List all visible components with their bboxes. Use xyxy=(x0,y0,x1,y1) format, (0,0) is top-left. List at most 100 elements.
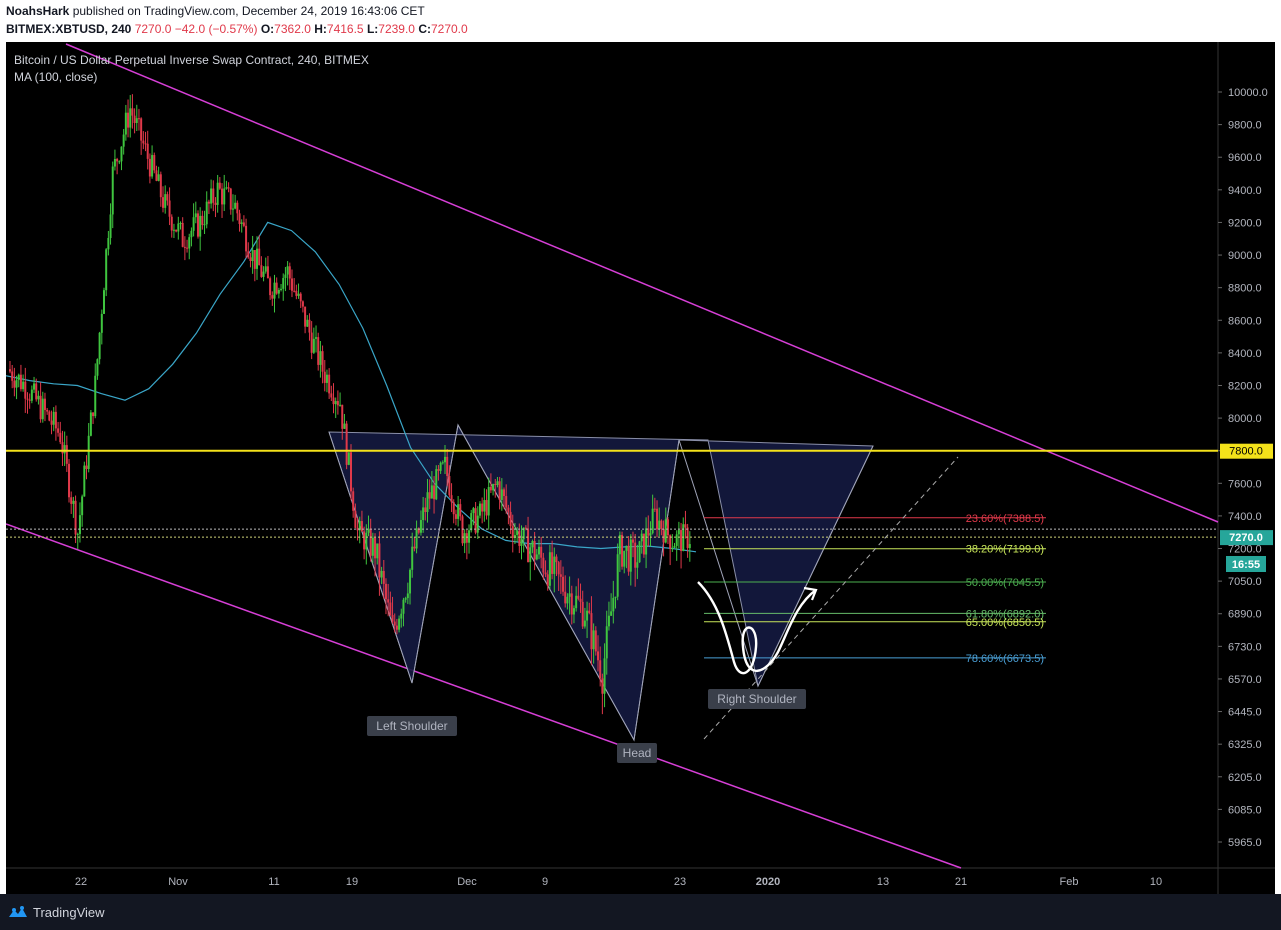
price-tick-label: 9600.0 xyxy=(1228,152,1262,164)
price-tick-label: 6445.0 xyxy=(1228,707,1262,719)
candle-body xyxy=(472,508,475,514)
candle-body xyxy=(142,140,145,144)
time-tick-label: Feb xyxy=(1060,876,1079,888)
candle-body xyxy=(284,274,287,278)
channel-lower-line[interactable] xyxy=(5,523,962,869)
candle-body xyxy=(592,630,595,650)
candle-body xyxy=(387,599,390,603)
candle-body xyxy=(102,290,105,314)
head-label[interactable]: Head xyxy=(617,743,657,763)
candle-body xyxy=(542,557,545,573)
right-shoulder-label[interactable]: Right Shoulder xyxy=(708,689,806,709)
candle-body xyxy=(332,397,335,405)
candle-body xyxy=(623,550,626,567)
publish-info: NoahsHark published on TradingView.com, … xyxy=(6,4,425,18)
candle-body xyxy=(323,371,326,383)
candle-body xyxy=(485,500,488,516)
candle-body xyxy=(280,288,283,290)
candle-body xyxy=(625,545,628,551)
last-price: 7270.0 xyxy=(134,22,172,36)
fib-level-label: 61.80%(6892.0) xyxy=(966,608,1044,620)
candle-body xyxy=(476,515,479,533)
candle-body xyxy=(520,539,523,546)
candle-body xyxy=(179,222,182,224)
candle-body xyxy=(522,527,525,540)
candle-body xyxy=(122,134,125,147)
chart-legend-indicator: MA (100, close) xyxy=(14,70,97,84)
svg-text:Head: Head xyxy=(623,746,652,760)
candle-body xyxy=(562,576,565,592)
candle-body xyxy=(144,143,147,145)
candle-body xyxy=(511,526,514,538)
fib-level-label: 78.60%(6673.5) xyxy=(966,653,1044,665)
price-tick-label: 7200.0 xyxy=(1228,544,1262,556)
low-label: L: xyxy=(366,22,379,36)
candle-body xyxy=(216,182,219,205)
candle-body xyxy=(566,596,569,604)
candle-body xyxy=(33,383,36,390)
candle-body xyxy=(321,351,324,372)
fib-level-label: 50.00%(7045.5) xyxy=(966,577,1044,589)
candle-body xyxy=(535,554,538,560)
candle-body xyxy=(500,489,503,500)
chart-area[interactable]: 23.60%(7388.5) 38.20%(7199.0) 50.00%(7045.… xyxy=(5,42,1275,894)
candle-body xyxy=(570,593,573,615)
time-axis[interactable]: 22 Nov 11 19 Dec 9 23 2020 13 21 Feb 10 xyxy=(75,876,1162,888)
price-chart[interactable]: 23.60%(7388.5) 38.20%(7199.0) 50.00%(7045.… xyxy=(5,42,1275,894)
tradingview-logo-icon[interactable] xyxy=(8,904,28,920)
close-label: C: xyxy=(418,22,431,36)
candle-body xyxy=(669,535,672,550)
candle-body xyxy=(94,375,97,417)
candle-body xyxy=(553,556,556,574)
candle-body xyxy=(640,533,643,542)
candle-body xyxy=(207,201,210,204)
time-tick-label: 19 xyxy=(346,876,358,888)
candle-body xyxy=(507,507,510,512)
candle-body xyxy=(159,174,162,198)
candle-body xyxy=(581,601,584,627)
price-tick-label: 6570.0 xyxy=(1228,674,1262,686)
candle-body xyxy=(660,520,663,530)
candle-body xyxy=(146,143,149,159)
candle-body xyxy=(70,497,73,504)
candle-body xyxy=(354,510,357,528)
price-tick-label: 8200.0 xyxy=(1228,380,1262,392)
candle-body xyxy=(656,508,659,530)
channel-upper-line[interactable] xyxy=(65,43,1219,523)
candle-body xyxy=(310,332,313,353)
candle-body xyxy=(199,215,202,237)
candle-body xyxy=(133,115,136,124)
candle-body xyxy=(234,202,237,209)
left-shoulder-label[interactable]: Left Shoulder xyxy=(367,716,457,736)
time-tick-label: 21 xyxy=(955,876,967,888)
header: NoahsHark published on TradingView.com, … xyxy=(0,0,1281,42)
candle-body xyxy=(129,108,132,128)
candle-body xyxy=(572,608,575,615)
candle-body xyxy=(46,409,49,412)
price-axis[interactable]: 10000.0 9800.0 9600.0 9400.0 9200.0 9000.0 880… xyxy=(1218,87,1268,849)
fib-retracement[interactable]: 23.60%(7388.5) 38.20%(7199.0) 50.00%(7045.… xyxy=(704,513,1046,665)
svg-text:16:55: 16:55 xyxy=(1232,559,1260,571)
candle-body xyxy=(629,539,632,572)
candle-body xyxy=(317,337,320,365)
candle-body xyxy=(503,489,506,497)
author-name[interactable]: NoahsHark xyxy=(6,4,70,18)
candle-body xyxy=(356,527,359,531)
candle-body xyxy=(688,544,691,548)
candle-body xyxy=(214,202,217,205)
hand-drawn-path[interactable] xyxy=(697,581,817,675)
high-label: H: xyxy=(314,22,327,36)
time-tick-label: 2020 xyxy=(756,876,780,888)
candle-body xyxy=(463,533,466,544)
candle-body xyxy=(481,503,484,512)
candle-body xyxy=(426,492,429,513)
candle-body xyxy=(430,485,433,499)
price-tick-label: 7600.0 xyxy=(1228,478,1262,490)
candle-body xyxy=(599,660,602,679)
candle-body xyxy=(671,547,674,550)
ma-line[interactable] xyxy=(5,221,697,553)
tradingview-brand[interactable]: TradingView xyxy=(33,905,105,920)
candle-body xyxy=(72,500,75,504)
candle-body xyxy=(393,621,396,626)
candle-body xyxy=(527,528,530,563)
